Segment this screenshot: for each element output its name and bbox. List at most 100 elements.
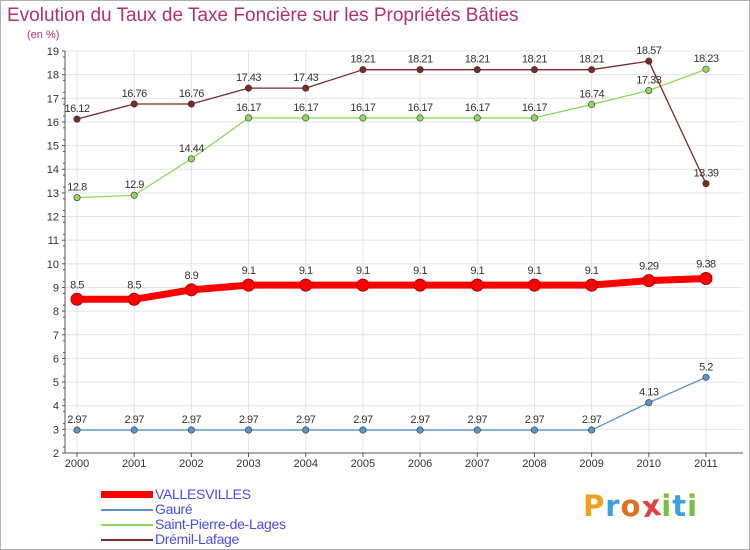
data-point-dremil-lafage — [359, 66, 367, 74]
data-point-gaure — [416, 426, 424, 434]
data-point-vallesvilles — [242, 278, 256, 292]
x-tick-label: 2002 — [179, 458, 203, 470]
data-label-vallesvilles: 9.38 — [696, 258, 716, 270]
data-point-gaure — [245, 426, 253, 434]
x-tick-label: 2005 — [351, 458, 375, 470]
data-label-gaure: 2.97 — [67, 414, 87, 426]
data-point-vallesvilles — [70, 292, 84, 306]
data-label-gaure: 2.97 — [525, 414, 545, 426]
data-label-gaure: 2.97 — [296, 414, 316, 426]
data-point-saint-pierre-de-lages — [530, 114, 538, 122]
logo-letter: P — [583, 489, 606, 523]
data-point-saint-pierre-de-lages — [645, 86, 653, 94]
data-point-vallesvilles — [642, 274, 656, 288]
data-label-vallesvilles: 9.1 — [242, 265, 256, 277]
legend-label-saint-pierre-de-lages: Saint-Pierre-de-Lages — [155, 516, 286, 532]
data-point-dremil-lafage — [473, 66, 481, 74]
legend-label-dremil-lafage: Drémil-Lafage — [155, 531, 240, 547]
y-tick-label: 8 — [53, 306, 59, 318]
data-label-gaure: 2.97 — [182, 414, 202, 426]
y-tick-label: 11 — [48, 235, 59, 247]
data-point-saint-pierre-de-lages — [473, 114, 481, 122]
series-line-gaure — [76, 376, 707, 431]
data-point-saint-pierre-de-lages — [302, 114, 310, 122]
series-line-vallesvilles — [73, 274, 710, 303]
data-label-dremil-lafage: 18.21 — [465, 54, 490, 66]
data-point-saint-pierre-de-lages — [359, 114, 367, 122]
logo-letter: i — [661, 489, 673, 523]
data-point-dremil-lafage — [130, 100, 138, 108]
data-label-saint-pierre-de-lages: 16.17 — [236, 102, 261, 114]
y-axis-unit: (en %) — [27, 29, 60, 41]
y-tick-label: 3 — [53, 424, 59, 436]
data-point-vallesvilles — [585, 278, 599, 292]
x-tick-label: 2001 — [122, 458, 146, 470]
data-point-dremil-lafage — [645, 57, 653, 65]
data-point-vallesvilles — [527, 278, 541, 292]
data-point-dremil-lafage — [702, 180, 710, 188]
x-tick-label: 2000 — [65, 458, 89, 470]
y-tick-label: 14 — [47, 164, 59, 176]
y-tick-label: 19 — [47, 46, 59, 58]
data-point-dremil-lafage — [416, 66, 424, 74]
logo-letter: i — [687, 489, 699, 523]
data-label-vallesvilles: 9.1 — [470, 265, 484, 277]
data-point-saint-pierre-de-lages — [702, 65, 710, 73]
data-label-vallesvilles: 9.1 — [356, 265, 370, 277]
data-point-saint-pierre-de-lages — [73, 194, 81, 202]
y-tick-label: 12 — [47, 212, 59, 224]
data-point-dremil-lafage — [73, 115, 81, 123]
data-label-gaure: 4.13 — [639, 387, 659, 399]
data-label-dremil-lafage: 18.21 — [522, 54, 547, 66]
legend-label-gaure: Gauré — [155, 501, 193, 517]
data-point-gaure — [530, 426, 538, 434]
series-line-dremil-lafage — [76, 60, 707, 185]
legend-label-vallesvilles: VALLESVILLES — [155, 486, 251, 502]
data-label-saint-pierre-de-lages: 18.23 — [693, 53, 718, 65]
data-label-gaure: 2.97 — [410, 414, 430, 426]
x-tick-label: 2006 — [408, 458, 432, 470]
proxiti-logo: Proxiti — [583, 487, 699, 525]
data-label-dremil-lafage: 18.21 — [579, 54, 604, 66]
y-tick-label: 10 — [47, 259, 59, 271]
data-point-saint-pierre-de-lages — [187, 155, 195, 163]
data-point-gaure — [130, 426, 138, 434]
data-label-gaure: 2.97 — [124, 414, 144, 426]
data-point-vallesvilles — [699, 271, 713, 285]
data-point-gaure — [359, 426, 367, 434]
data-point-dremil-lafage — [530, 66, 538, 74]
data-point-gaure — [473, 426, 481, 434]
data-point-vallesvilles — [470, 278, 484, 292]
data-label-saint-pierre-de-lages: 16.17 — [522, 102, 547, 114]
logo-letter: x — [639, 487, 664, 525]
data-point-gaure — [588, 426, 596, 434]
data-label-saint-pierre-de-lages: 12.8 — [67, 182, 87, 194]
data-label-saint-pierre-de-lages: 16.74 — [579, 88, 604, 100]
x-tick-label: 2003 — [236, 458, 260, 470]
data-label-saint-pierre-de-lages: 16.17 — [293, 102, 318, 114]
x-tick-label: 2004 — [293, 458, 317, 470]
y-tick-label: 6 — [53, 353, 59, 365]
data-point-saint-pierre-de-lages — [245, 114, 253, 122]
data-point-saint-pierre-de-lages — [588, 100, 596, 108]
chart-plot: 2 3 4 5 6 7 8 9 10 11 12 13 14 15 16 17 18 19 2000 2001 2002… — [47, 45, 743, 470]
y-tick-label: 9 — [53, 282, 59, 294]
data-label-saint-pierre-de-lages: 14.44 — [179, 143, 204, 155]
data-label-vallesvilles: 9.1 — [413, 265, 427, 277]
y-tick-label: 7 — [53, 330, 59, 342]
data-point-vallesvilles — [356, 278, 370, 292]
data-label-gaure: 2.97 — [239, 414, 259, 426]
data-label-dremil-lafage: 18.21 — [408, 54, 433, 66]
data-label-vallesvilles: 9.29 — [639, 261, 659, 273]
data-label-vallesvilles: 8.5 — [70, 279, 84, 291]
y-tick-label: 18 — [47, 70, 59, 82]
data-point-vallesvilles — [299, 278, 313, 292]
data-point-gaure — [702, 373, 710, 381]
data-label-dremil-lafage: 16.12 — [64, 103, 89, 115]
data-point-dremil-lafage — [187, 100, 195, 108]
data-label-gaure: 2.97 — [582, 414, 602, 426]
x-tick-label: 2008 — [522, 458, 546, 470]
data-point-gaure — [302, 426, 310, 434]
chart-title: Evolution du Taux de Taxe Foncière sur l… — [7, 5, 519, 26]
